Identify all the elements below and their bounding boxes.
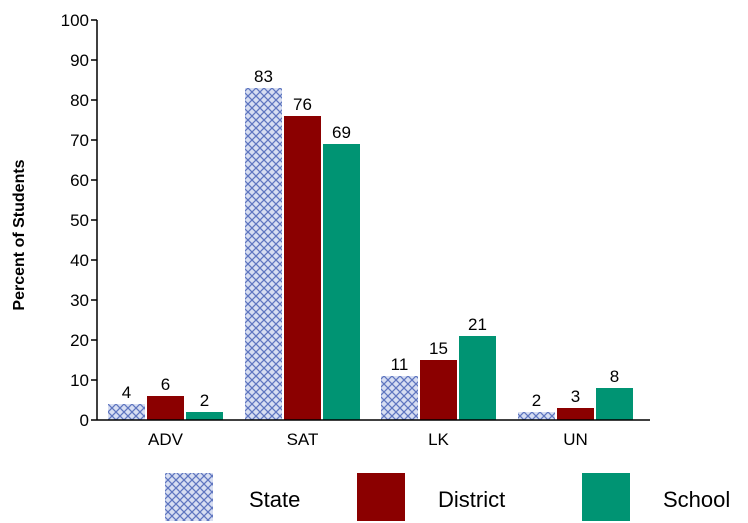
y-tick-label: 60 bbox=[70, 171, 89, 190]
data-label: 2 bbox=[200, 391, 209, 410]
bar-state-lk bbox=[381, 376, 418, 420]
legend: State District School bbox=[165, 473, 730, 521]
data-label: 4 bbox=[122, 383, 131, 402]
category-label: UN bbox=[563, 430, 588, 449]
data-label: 69 bbox=[332, 123, 351, 142]
legend-swatch-state bbox=[165, 473, 213, 521]
data-label: 8 bbox=[610, 367, 619, 386]
data-label: 76 bbox=[293, 95, 312, 114]
y-tick-label: 80 bbox=[70, 91, 89, 110]
y-tick-label: 70 bbox=[70, 131, 89, 150]
bar-state-adv bbox=[108, 404, 145, 420]
bar-state-un bbox=[518, 412, 555, 420]
category-label: SAT bbox=[287, 430, 319, 449]
y-axis-title: Percent of Students bbox=[11, 159, 28, 310]
bar-district-un bbox=[557, 408, 594, 420]
bar-school-sat bbox=[323, 144, 360, 420]
data-label: 21 bbox=[468, 315, 487, 334]
data-label: 6 bbox=[161, 375, 170, 394]
bar-district-lk bbox=[420, 360, 457, 420]
data-label: 11 bbox=[391, 355, 409, 374]
y-tick-label: 10 bbox=[70, 371, 89, 390]
y-tick-label: 50 bbox=[70, 211, 89, 230]
legend-label-state: State bbox=[249, 487, 300, 512]
bar-district-adv bbox=[147, 396, 184, 420]
bars-group bbox=[108, 88, 633, 420]
y-tick-label: 100 bbox=[61, 11, 89, 30]
bar-school-un bbox=[596, 388, 633, 420]
y-axis-ticks: 0 10 20 30 40 50 60 70 80 90 100 bbox=[61, 11, 97, 430]
y-tick-label: 20 bbox=[70, 331, 89, 350]
data-label: 3 bbox=[571, 387, 580, 406]
legend-label-district: District bbox=[438, 487, 505, 512]
category-label: ADV bbox=[148, 430, 184, 449]
y-tick-label: 30 bbox=[70, 291, 89, 310]
legend-swatch-school bbox=[582, 473, 630, 521]
bar-state-sat bbox=[245, 88, 282, 420]
y-tick-label: 90 bbox=[70, 51, 89, 70]
data-label: 2 bbox=[532, 391, 541, 410]
legend-label-school: School bbox=[663, 487, 730, 512]
bar-district-sat bbox=[284, 116, 321, 420]
data-label: 83 bbox=[254, 67, 273, 86]
category-labels-group: ADV SAT LK UN bbox=[148, 430, 588, 449]
category-label: LK bbox=[428, 430, 449, 449]
y-tick-label: 0 bbox=[80, 411, 89, 430]
legend-swatch-district bbox=[357, 473, 405, 521]
bar-school-adv bbox=[186, 412, 223, 420]
data-label: 15 bbox=[429, 339, 448, 358]
data-labels-group: 4 6 2 83 76 69 11 15 21 2 3 8 bbox=[122, 67, 619, 410]
bar-school-lk bbox=[459, 336, 496, 420]
y-tick-label: 40 bbox=[70, 251, 89, 270]
